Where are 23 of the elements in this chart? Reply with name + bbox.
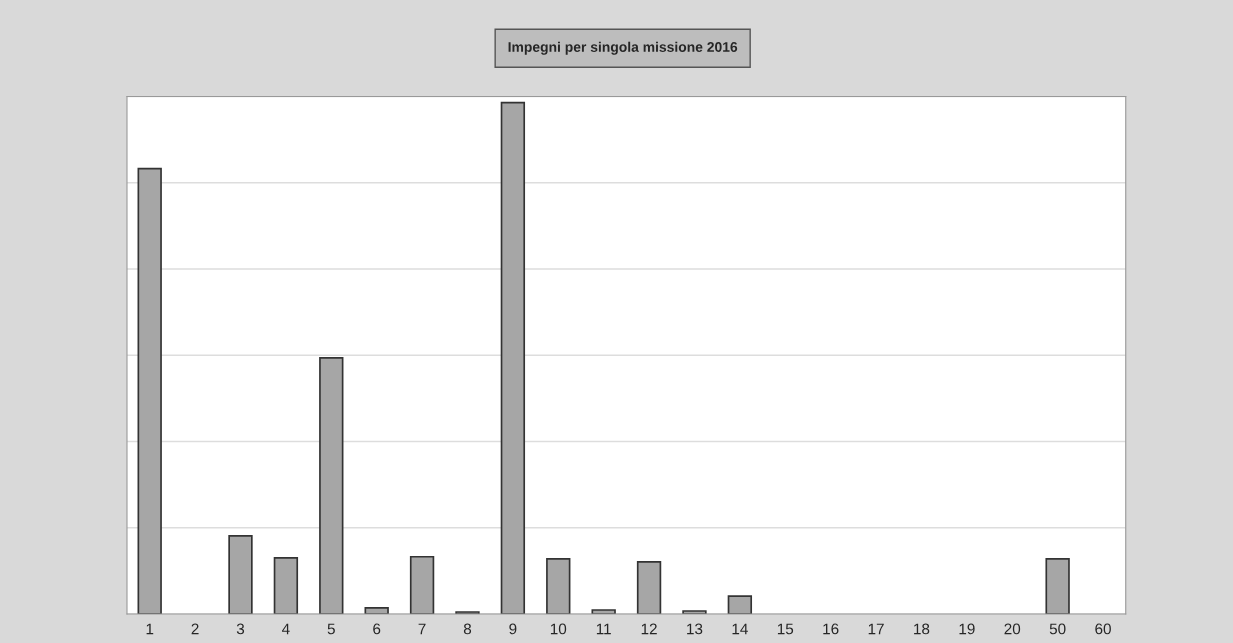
- x-tick-label: 20: [1004, 623, 1021, 635]
- x-tick-label: 11: [596, 623, 611, 635]
- x-tick-label: 13: [687, 623, 703, 635]
- x-tick-label: 18: [914, 623, 930, 635]
- x-tick-label: 3: [236, 623, 245, 635]
- x-tick-label: 50: [1049, 623, 1066, 635]
- x-tick-label: 15: [777, 623, 794, 635]
- x-tick-label: 60: [1095, 623, 1111, 635]
- x-tick-label: 9: [509, 623, 517, 635]
- chart-title: Impegni per singola missione 2016: [508, 41, 738, 55]
- x-tick-label: 4: [281, 623, 290, 635]
- x-tick-label: 16: [823, 623, 839, 635]
- x-tick-label: 2: [191, 623, 199, 635]
- x-tick-label: 10: [550, 623, 567, 635]
- x-tick-label: 5: [327, 623, 335, 635]
- x-tick-label: 7: [418, 623, 426, 635]
- x-tick-label: 12: [641, 623, 657, 635]
- x-tick-label: 19: [959, 623, 975, 635]
- x-tick-label: 14: [732, 623, 748, 635]
- x-tick-label: 17: [868, 623, 884, 635]
- x-tick-label: 8: [463, 623, 472, 635]
- x-tick-label: 1: [146, 623, 154, 635]
- x-tick-label: 6: [373, 623, 381, 635]
